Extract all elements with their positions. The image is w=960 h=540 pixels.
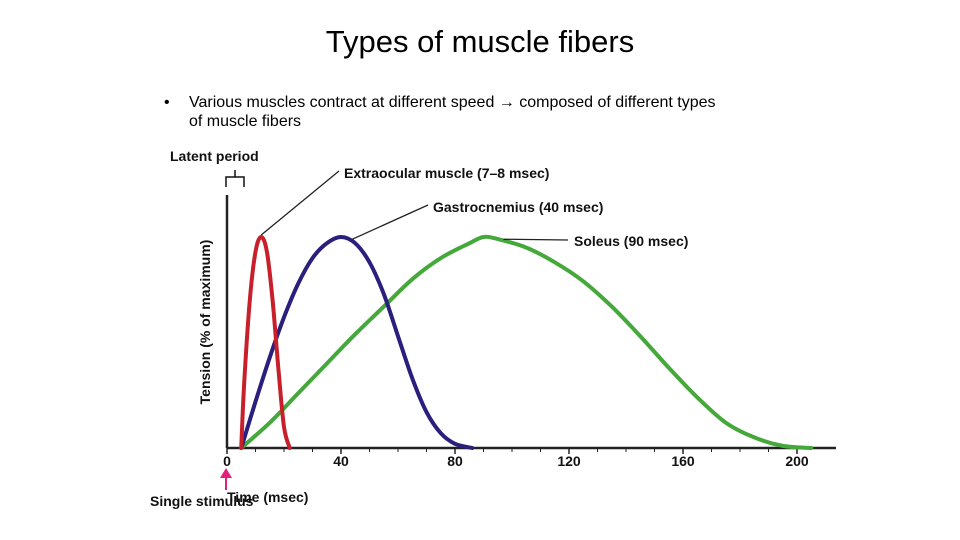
series-leader-lines: [260, 170, 569, 241]
x-axis-label: Time (msec): [227, 489, 308, 505]
y-axis-label: Tension (% of maximum): [197, 240, 213, 405]
stimulus-arrow-icon: [220, 468, 232, 478]
stimulus-label: Single stimulus: [150, 493, 254, 509]
x-tick-label: 80: [447, 453, 463, 469]
latent-period-bracket-icon: [225, 170, 245, 187]
series-line-soleus: [239, 234, 814, 450]
series-line-gastrocnemius: [239, 235, 475, 450]
chart-series: [239, 234, 814, 450]
series-label-gastrocnemius: Gastrocnemius (40 msec): [433, 199, 603, 215]
slide-title: Types of muscle fibers: [325, 24, 635, 59]
x-tick-label: 40: [333, 453, 349, 469]
bullet-item: • Various muscles contract at different …: [164, 93, 724, 131]
leader-line-extraocular: [260, 170, 340, 236]
x-tick-label: 0: [223, 453, 231, 469]
x-tick-label: 120: [557, 453, 581, 469]
series-label-soleus: Soleus (90 msec): [574, 233, 688, 249]
bullet-dot-icon: •: [164, 94, 170, 111]
chart-axes: [225, 195, 836, 450]
leader-line-soleus: [503, 238, 569, 241]
bullet-text: Various muscles contract at different sp…: [189, 94, 716, 130]
x-axis-ticks: 0 40 80 120 160 200: [223, 448, 809, 469]
x-tick-label: 200: [785, 453, 809, 469]
series-line-extraocular: [239, 235, 292, 450]
x-tick-label: 160: [671, 453, 695, 469]
series-label-extraocular: Extraocular muscle (7–8 msec): [344, 165, 549, 181]
leader-line-gastrocnemius: [352, 204, 429, 240]
latent-period-label: Latent period: [170, 148, 259, 164]
